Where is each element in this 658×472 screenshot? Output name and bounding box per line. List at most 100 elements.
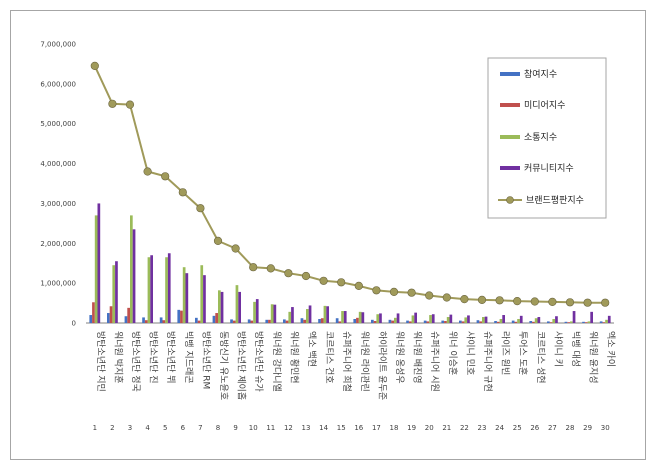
category-label: 하이라이트 윤두준: [376, 331, 387, 400]
trend-point: [565, 298, 575, 307]
bar: [255, 299, 259, 323]
trend-point: [266, 264, 275, 273]
category-label: 방탄소년단 정국: [130, 331, 141, 392]
bar: [320, 318, 324, 323]
bar: [567, 322, 570, 323]
bar: [165, 257, 168, 323]
category-index: 16: [354, 424, 363, 432]
category-index: 9: [233, 424, 237, 432]
bar: [303, 319, 306, 323]
x-axis: 방탄소년단 지민 1 워너원 박지훈 2 방탄소년단 정국 3 방탄소년단 진 4 방탄소년단 …: [93, 331, 618, 432]
category-index: 17: [372, 424, 381, 432]
category-label: 워너원 강다니엘: [271, 331, 282, 392]
category-label: 방탄소년단 RM: [200, 331, 211, 389]
bar: [203, 275, 206, 323]
y-tick-label: 4,000,000: [40, 160, 76, 168]
bar: [341, 311, 344, 323]
category-index: 14: [319, 424, 328, 432]
bar: [338, 321, 342, 323]
y-tick-label: 5,000,000: [40, 120, 76, 128]
bar: [496, 321, 500, 323]
bar: [220, 291, 224, 323]
bar: [306, 309, 309, 323]
bar: [423, 320, 427, 323]
bar: [429, 315, 432, 323]
bar: [177, 309, 181, 323]
category-index: 7: [198, 424, 202, 432]
category-label: 투어스 도훈: [517, 331, 529, 375]
bar: [285, 320, 289, 323]
bar: [270, 304, 274, 323]
trend-line-group: [90, 61, 610, 307]
category-index: 18: [390, 424, 399, 432]
category-index: 24: [495, 424, 504, 432]
bar: [318, 319, 321, 323]
bar: [555, 316, 558, 323]
bar: [411, 315, 415, 323]
legend-swatch: [500, 135, 520, 139]
bar: [185, 273, 189, 323]
y-tick-label: 6,000,000: [40, 80, 76, 88]
y-axis: 0 1,000,000 2,000,000 3,000,000 4,000,000 5,0…: [40, 41, 614, 328]
bar: [343, 311, 347, 323]
bar: [467, 315, 470, 323]
bar: [570, 321, 573, 323]
bar: [115, 261, 118, 323]
y-tick-label: 1,000,000: [40, 280, 76, 288]
bar: [479, 321, 482, 323]
bar: [235, 285, 239, 323]
trend-point: [161, 172, 170, 181]
y-tick-label: 3,000,000: [40, 200, 76, 208]
category-index: 4: [145, 424, 150, 432]
bar: [602, 322, 606, 323]
category-index: 27: [548, 424, 557, 432]
bar: [552, 319, 556, 323]
legend-label: 미디어지수: [524, 100, 565, 111]
category-label: 위너 이승훈: [447, 331, 459, 375]
category-index: 11: [266, 424, 275, 432]
bar: [517, 319, 520, 323]
category-index: 20: [425, 424, 434, 432]
trend-point: [196, 204, 205, 213]
category-index: 15: [337, 424, 346, 432]
bar: [167, 253, 171, 323]
category-index: 22: [460, 424, 469, 432]
trend-point: [213, 236, 223, 245]
trend-point: [125, 100, 135, 109]
category-label: 워너원 배진영: [412, 331, 423, 384]
trend-point: [583, 298, 592, 307]
trend-point: [90, 61, 99, 71]
category-label: 샤이니 키: [552, 331, 563, 367]
trend-point: [530, 297, 539, 306]
trend-point: [389, 287, 399, 297]
category-index: 19: [407, 424, 416, 432]
bar: [147, 257, 151, 323]
bar: [449, 314, 453, 323]
bar: [142, 317, 145, 323]
bar: [283, 319, 286, 323]
category-label: 워너원 윤지성: [588, 331, 599, 384]
bar: [124, 316, 128, 323]
bar: [549, 322, 553, 323]
bar: [406, 320, 409, 323]
trend-point: [495, 296, 504, 305]
legend-swatch: [500, 166, 520, 170]
bar: [250, 320, 254, 323]
category-label: 엑소 카이: [605, 331, 617, 367]
y-tick-label: 0: [72, 320, 76, 328]
bar: [335, 318, 339, 323]
bar: [584, 322, 588, 323]
category-index: 2: [110, 424, 114, 432]
bar: [547, 321, 550, 323]
bar: [482, 317, 485, 323]
legend-swatch: [500, 103, 520, 107]
bar: [519, 315, 523, 323]
category-label: 샤이니 민호: [464, 331, 475, 375]
category-label: 워너원 황민현: [288, 331, 299, 384]
bar: [326, 306, 329, 323]
category-label: 동방신기 유노윤호: [218, 331, 229, 400]
trend-point: [425, 291, 434, 300]
bar: [587, 321, 591, 323]
bar: [218, 290, 221, 323]
category-label: 슈퍼주니어 희철: [341, 331, 353, 392]
